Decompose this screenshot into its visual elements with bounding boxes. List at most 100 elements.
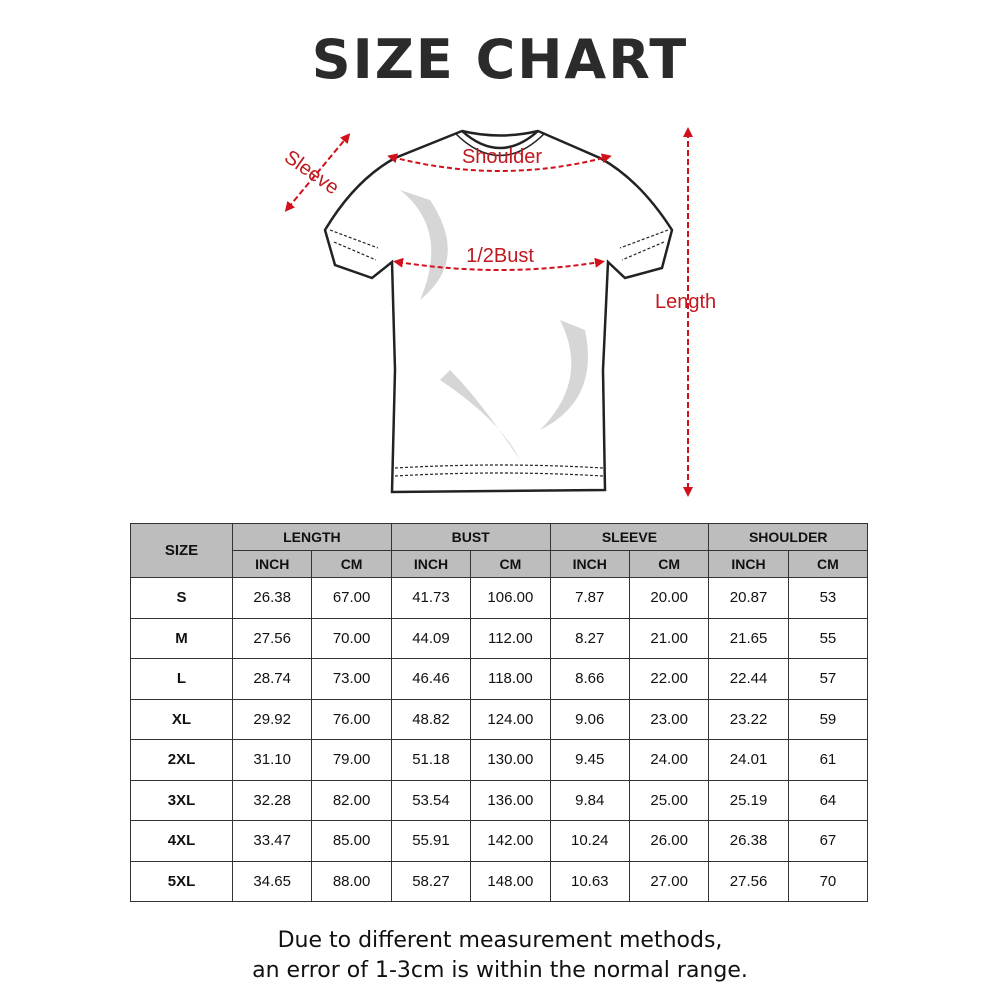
value-cell: 46.46 xyxy=(390,658,472,700)
table-row: 3XL 32.28 82.00 53.54 136.00 9.84 25.00 25.19 64 xyxy=(130,779,869,821)
group-header-row: SIZE LENGTH BUST SLEEVE SHOULDER xyxy=(130,523,869,578)
disclaimer-note: Due to different measurement methods, an… xyxy=(0,926,1000,986)
value-cell: 23.00 xyxy=(628,698,710,740)
group-header: BUST xyxy=(390,523,551,551)
table-row: S 26.38 67.00 41.73 106.00 7.87 20.00 20.87 53 xyxy=(130,577,869,619)
value-cell: 24.00 xyxy=(628,739,710,781)
value-cell: 85.00 xyxy=(311,820,392,862)
value-cell: 32.28 xyxy=(231,779,313,821)
value-cell: 26.38 xyxy=(231,577,313,619)
value-cell: 24.01 xyxy=(708,739,789,781)
tshirt-diagram: Shoulder 1/2Bust Length Sleeve xyxy=(280,127,716,497)
value-cell: 27.56 xyxy=(708,860,789,902)
value-cell: 112.00 xyxy=(470,617,551,659)
value-cell: 9.06 xyxy=(549,698,630,740)
value-cell: 28.74 xyxy=(231,658,313,700)
value-cell: 44.09 xyxy=(390,617,472,659)
group-header: LENGTH xyxy=(232,523,392,551)
value-cell: 142.00 xyxy=(470,820,551,862)
value-cell: 41.73 xyxy=(390,577,472,619)
value-cell: 64 xyxy=(787,779,869,821)
shoulder-label: Shoulder xyxy=(462,146,542,168)
value-cell: 59 xyxy=(787,698,869,740)
table-row: 4XL 33.47 85.00 55.91 142.00 10.24 26.00 26.38 6… xyxy=(130,820,869,862)
size-cell: S xyxy=(130,577,233,619)
sleeve-label: Sleeve xyxy=(280,146,343,199)
size-header: SIZE xyxy=(130,523,233,578)
table-row: XL 29.92 76.00 48.82 124.00 9.06 23.00 23.22 59 xyxy=(130,698,869,740)
size-cell: L xyxy=(130,658,233,700)
value-cell: 48.82 xyxy=(390,698,472,740)
value-cell: 22.44 xyxy=(708,658,789,700)
value-cell: 70.00 xyxy=(311,617,392,659)
value-cell: 27.00 xyxy=(628,860,710,902)
value-cell: 9.45 xyxy=(549,739,630,781)
page-title: SIZE CHART xyxy=(311,28,689,91)
table-row: 2XL 31.10 79.00 51.18 130.00 9.45 24.00 24.01 61 xyxy=(130,739,869,781)
value-cell: 10.63 xyxy=(549,860,630,902)
size-cell: 3XL xyxy=(130,779,233,821)
value-cell: 148.00 xyxy=(470,860,551,902)
value-cell: 29.92 xyxy=(231,698,313,740)
size-cell: 4XL xyxy=(130,820,233,862)
value-cell: 61 xyxy=(787,739,869,781)
value-cell: 67.00 xyxy=(311,577,392,619)
note-line: an error of 1-3cm is within the normal r… xyxy=(252,958,748,983)
value-cell: 118.00 xyxy=(470,658,551,700)
value-cell: 26.00 xyxy=(628,820,710,862)
table-row: 5XL 34.65 88.00 58.27 148.00 10.63 27.00 27.56 7… xyxy=(130,860,869,902)
value-cell: 51.18 xyxy=(390,739,472,781)
value-cell: 21.00 xyxy=(628,617,710,659)
value-cell: 82.00 xyxy=(311,779,392,821)
value-cell: 10.24 xyxy=(549,820,630,862)
unit-header-row: INCH CM INCH CM INCH CM INCH CM xyxy=(131,550,869,578)
unit-header: INCH xyxy=(231,550,313,578)
value-cell: 55.91 xyxy=(390,820,472,862)
value-cell: 20.00 xyxy=(628,577,710,619)
size-table: SIZE LENGTH BUST SLEEVE SHOULDER INCH CM I… xyxy=(130,523,869,902)
value-cell: 34.65 xyxy=(231,860,313,902)
value-cell: 22.00 xyxy=(628,658,710,700)
value-cell: 33.47 xyxy=(231,820,313,862)
unit-header: CM xyxy=(628,550,710,578)
value-cell: 23.22 xyxy=(708,698,789,740)
value-cell: 8.27 xyxy=(549,617,630,659)
size-cell: M xyxy=(130,617,233,659)
value-cell: 53.54 xyxy=(390,779,472,821)
unit-header: CM xyxy=(311,550,392,578)
tshirt-shading xyxy=(400,190,588,460)
value-cell: 76.00 xyxy=(311,698,392,740)
size-cell: XL xyxy=(130,698,233,740)
group-header: SLEEVE xyxy=(549,523,710,551)
measurement-arrows xyxy=(284,127,693,497)
size-cell: 5XL xyxy=(130,860,233,902)
unit-header: CM xyxy=(470,550,551,578)
value-cell: 55 xyxy=(787,617,869,659)
unit-header: INCH xyxy=(708,550,789,578)
value-cell: 20.87 xyxy=(708,577,789,619)
value-cell: 70 xyxy=(787,860,869,902)
value-cell: 25.00 xyxy=(628,779,710,821)
value-cell: 73.00 xyxy=(311,658,392,700)
unit-header: INCH xyxy=(549,550,630,578)
value-cell: 58.27 xyxy=(390,860,472,902)
value-cell: 53 xyxy=(787,577,869,619)
table-row: L 28.74 73.00 46.46 118.00 8.66 22.00 22.44 57 xyxy=(130,658,869,700)
value-cell: 136.00 xyxy=(470,779,551,821)
value-cell: 31.10 xyxy=(231,739,313,781)
value-cell: 26.38 xyxy=(708,820,789,862)
note-line: Due to different measurement methods, xyxy=(277,928,723,953)
value-cell: 130.00 xyxy=(470,739,551,781)
group-header: SHOULDER xyxy=(708,523,869,551)
value-cell: 67 xyxy=(787,820,869,862)
value-cell: 27.56 xyxy=(231,617,313,659)
value-cell: 8.66 xyxy=(549,658,630,700)
tshirt-outline xyxy=(323,129,674,494)
length-label: Length xyxy=(655,291,716,313)
value-cell: 124.00 xyxy=(470,698,551,740)
bust-label: 1/2Bust xyxy=(466,245,534,267)
value-cell: 106.00 xyxy=(470,577,551,619)
value-cell: 25.19 xyxy=(708,779,789,821)
unit-header: CM xyxy=(787,550,869,578)
value-cell: 79.00 xyxy=(311,739,392,781)
